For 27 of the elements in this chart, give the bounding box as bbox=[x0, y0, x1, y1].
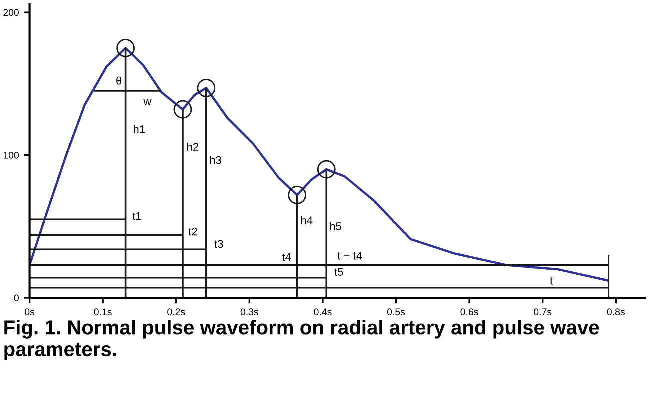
y-tick-label: 100 bbox=[4, 152, 19, 159]
annotation: w bbox=[144, 99, 152, 106]
x-tick-label: 0.5s bbox=[387, 308, 406, 316]
y-tick-label: 0 bbox=[14, 294, 19, 302]
annotation: t2 bbox=[188, 228, 198, 236]
x-tick-label: 0.2s bbox=[168, 308, 186, 316]
x-tick-label: 0.4s bbox=[314, 308, 332, 316]
annotation: θ bbox=[116, 76, 122, 85]
x-tick-label: 0.3s bbox=[240, 308, 259, 316]
x-tick-label: 0.8s bbox=[607, 308, 625, 316]
annotation: t3 bbox=[214, 240, 224, 248]
x-tick-label: 0s bbox=[25, 308, 35, 316]
x-tick-label: 0.7s bbox=[534, 308, 552, 316]
annotation: h5 bbox=[330, 222, 342, 230]
annotation: t − t4 bbox=[338, 252, 362, 260]
y-tick-label: 200 bbox=[4, 9, 19, 16]
annotation: t5 bbox=[334, 268, 344, 276]
annotation: h1 bbox=[134, 125, 146, 134]
annotation: t bbox=[550, 278, 554, 285]
x-tick-label: 0.6s bbox=[460, 308, 478, 316]
annotation: t1 bbox=[132, 212, 142, 220]
annotation: h3 bbox=[210, 156, 222, 164]
text: Fig. 1. Normal pulse waveform on radial artery and pulse wave parameters. bbox=[4, 320, 600, 361]
x-tick-label: 0.1s bbox=[94, 308, 112, 316]
annotation: h2 bbox=[188, 142, 199, 151]
annotation: h4 bbox=[301, 216, 313, 224]
annotation: t4 bbox=[282, 254, 292, 262]
